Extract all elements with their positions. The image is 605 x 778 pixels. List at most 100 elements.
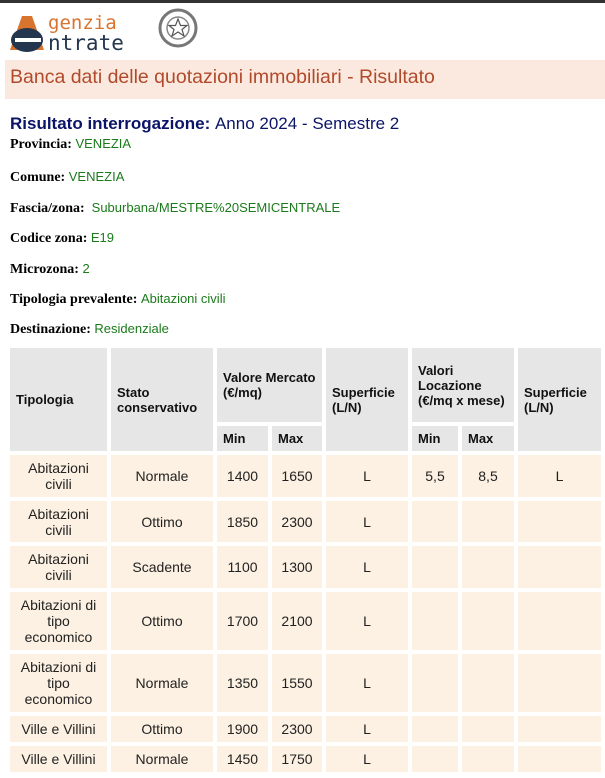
cell-valore-max: 1650 (272, 455, 322, 497)
table-row: Abitazioni civili Scadente 1100 1300 L (10, 546, 601, 588)
cell-tipologia: Abitazioni di tipo economico (10, 654, 107, 712)
field-codice-zona: Codice zona: E19 (10, 230, 114, 247)
cell-superficie: L (326, 546, 408, 588)
cell-valore-max: 2300 (272, 716, 322, 742)
field-value: Residenziale (94, 321, 169, 336)
header-superficie: Superficie (L/N) (326, 348, 408, 451)
cell-superficie: L (326, 716, 408, 742)
field-label: Tipologia prevalente: (10, 292, 138, 307)
logo-text-bottom: ntrate (48, 31, 124, 55)
cell-valore-max: 2300 (272, 501, 322, 542)
field-tipologia-prevalente: Tipologia prevalente: Abitazioni civili (10, 291, 225, 308)
field-value: E19 (90, 230, 115, 245)
cell-locazione-max (462, 654, 514, 712)
field-comune: Comune: VENEZIA (10, 169, 124, 186)
cell-stato: Normale (111, 654, 213, 712)
header-valori-locazione: Valori Locazione (€/mq x mese) (412, 348, 514, 422)
field-label: Codice zona: (10, 231, 88, 246)
cell-valore-max: 2100 (272, 592, 322, 650)
cell-superficie: L (326, 455, 408, 497)
field-fascia-zona: Fascia/zona: Suburbana/MESTRE%20SEMICENT… (10, 200, 340, 217)
cell-superficie-locazione (518, 746, 601, 772)
cell-valore-min: 1450 (217, 746, 268, 772)
cell-tipologia: Ville e Villini (10, 716, 107, 742)
cell-locazione-max (462, 546, 514, 588)
cell-locazione-min: 5,5 (412, 455, 458, 497)
agenzia-entrate-logo[interactable]: genzia ntrate (6, 8, 206, 58)
italian-emblem-icon (158, 8, 198, 48)
cell-superficie: L (326, 592, 408, 650)
cell-superficie-locazione (518, 546, 601, 588)
field-value: VENEZIA (75, 136, 132, 151)
cell-stato: Normale (111, 746, 213, 772)
cell-locazione-max (462, 746, 514, 772)
cell-locazione-min (412, 654, 458, 712)
table-row: Ville e Villini Ottimo 1900 2300 L (10, 716, 601, 742)
cell-tipologia: Abitazioni civili (10, 546, 107, 588)
table-row: Abitazioni di tipo economico Ottimo 1700 21… (10, 592, 601, 650)
cell-superficie-locazione (518, 501, 601, 542)
cell-stato: Ottimo (111, 716, 213, 742)
cell-valore-max: 1300 (272, 546, 322, 588)
cell-superficie-locazione (518, 716, 601, 742)
logo-text-top: genzia (48, 12, 117, 34)
field-value: Suburbana/MESTRE%20SEMICENTRALE (91, 200, 341, 215)
field-provincia: Provincia: VENEZIA (10, 136, 131, 153)
cell-valore-min: 1900 (217, 716, 268, 742)
table-row: Ville e Villini Normale 1450 1750 L (10, 746, 601, 772)
header-min: Min (412, 426, 458, 451)
page-title: Banca dati delle quotazioni immobiliari … (10, 66, 435, 88)
cell-locazione-min (412, 592, 458, 650)
cell-superficie: L (326, 746, 408, 772)
quotazioni-table: Tipologia Stato conservativo Valore Merc… (6, 344, 605, 776)
header-stato: Stato conservativo (111, 348, 213, 451)
table-row: Abitazioni civili Ottimo 1850 2300 L (10, 501, 601, 542)
cell-valore-max: 1550 (272, 654, 322, 712)
cell-valore-min: 1700 (217, 592, 268, 650)
cell-locazione-max (462, 501, 514, 542)
cell-tipologia: Abitazioni di tipo economico (10, 592, 107, 650)
cell-locazione-max (462, 716, 514, 742)
field-microzona: Microzona: 2 (10, 261, 90, 278)
result-period: Anno 2024 - Semestre 2 (214, 114, 400, 133)
cell-valore-min: 1850 (217, 501, 268, 542)
result-label: Risultato interrogazione: (10, 114, 211, 133)
cell-locazione-min (412, 746, 458, 772)
cell-stato: Normale (111, 455, 213, 497)
cell-superficie-locazione (518, 592, 601, 650)
cell-tipologia: Ville e Villini (10, 746, 107, 772)
cell-valore-min: 1400 (217, 455, 268, 497)
cell-valore-min: 1350 (217, 654, 268, 712)
result-heading: Risultato interrogazione: Anno 2024 - Se… (10, 114, 399, 134)
cell-stato: Ottimo (111, 501, 213, 542)
cell-superficie-locazione (518, 654, 601, 712)
table-row: Abitazioni civili Normale 1400 1650 L 5,5 8,5 L (10, 455, 601, 497)
cell-valore-max: 1750 (272, 746, 322, 772)
cell-valore-min: 1100 (217, 546, 268, 588)
cell-locazione-min (412, 501, 458, 542)
header-tipologia: Tipologia (10, 348, 107, 451)
field-label: Fascia/zona: (10, 201, 85, 216)
header-superficie-locazione: Superficie (L/N) (518, 348, 601, 451)
field-value: Abitazioni civili (140, 291, 226, 306)
field-destinazione: Destinazione: Residenziale (10, 321, 169, 338)
field-label: Destinazione: (10, 322, 91, 337)
cell-locazione-max (462, 592, 514, 650)
cell-stato: Scadente (111, 546, 213, 588)
logo-e-icon (10, 16, 44, 52)
header-max: Max (462, 426, 514, 451)
field-label: Comune: (10, 170, 66, 185)
header-valore-mercato: Valore Mercato (€/mq) (217, 348, 322, 422)
header-max: Max (272, 426, 322, 451)
cell-locazione-min (412, 546, 458, 588)
field-label: Provincia: (10, 137, 72, 152)
cell-locazione-min (412, 716, 458, 742)
cell-superficie: L (326, 501, 408, 542)
cell-superficie-locazione: L (518, 455, 601, 497)
page-banner: Banca dati delle quotazioni immobiliari … (5, 60, 605, 99)
cell-locazione-max: 8,5 (462, 455, 514, 497)
field-label: Microzona: (10, 262, 79, 277)
field-value: VENEZIA (68, 169, 125, 184)
cell-stato: Ottimo (111, 592, 213, 650)
header-min: Min (217, 426, 268, 451)
